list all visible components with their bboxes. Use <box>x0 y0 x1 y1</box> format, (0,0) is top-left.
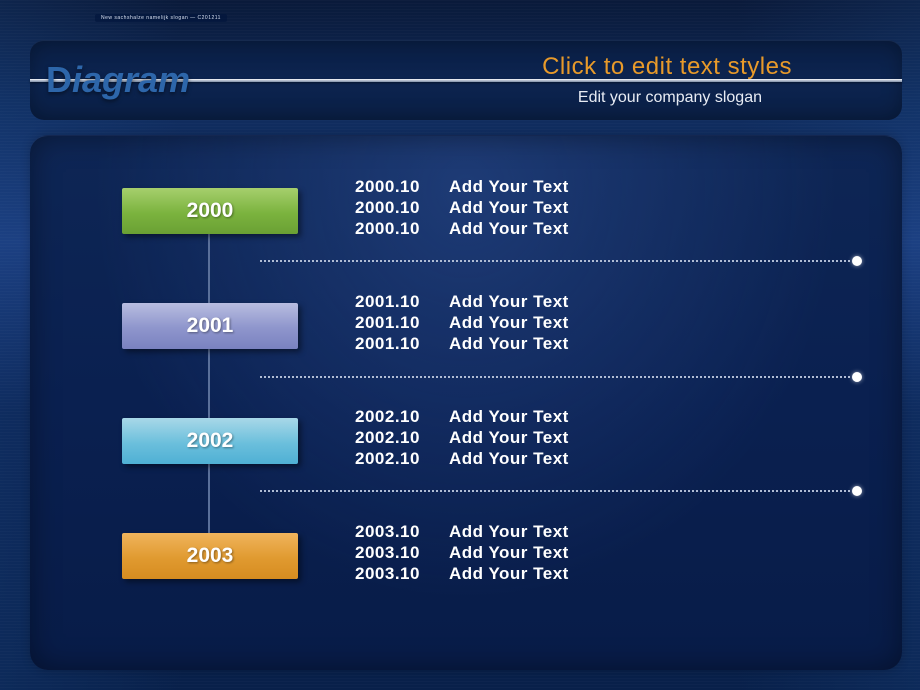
divider-dots <box>260 260 850 262</box>
item-text: Add Your Text <box>449 177 569 196</box>
section-divider <box>260 258 862 264</box>
timeline-item[interactable]: 2002.10Add Your Text <box>355 427 569 448</box>
page-title-first: D <box>46 59 72 100</box>
timeline-item[interactable]: 2000.10Add Your Text <box>355 218 569 239</box>
item-date: 2002.10 <box>355 406 449 427</box>
year-items-2001: 2001.10Add Your Text2001.10Add Your Text… <box>355 291 569 354</box>
timeline-item[interactable]: 2003.10Add Your Text <box>355 542 569 563</box>
year-items-2000: 2000.10Add Your Text2000.10Add Your Text… <box>355 176 569 239</box>
subtitle-primary[interactable]: Click to edit text styles <box>542 53 792 81</box>
top-strip: New sachshalze namelijk slogan — C201211 <box>95 14 227 22</box>
item-date: 2002.10 <box>355 448 449 469</box>
year-label: 2003 <box>187 544 234 568</box>
year-box-2000[interactable]: 2000 <box>122 188 298 234</box>
item-text: Add Your Text <box>449 564 569 583</box>
year-box-2003[interactable]: 2003 <box>122 533 298 579</box>
year-label: 2000 <box>187 199 234 223</box>
item-date: 2003.10 <box>355 542 449 563</box>
item-text: Add Your Text <box>449 522 569 541</box>
item-text: Add Your Text <box>449 449 569 468</box>
timeline-item[interactable]: 2002.10Add Your Text <box>355 406 569 427</box>
page-title-rest: iagram <box>72 59 190 100</box>
year-items-2002: 2002.10Add Your Text2002.10Add Your Text… <box>355 406 569 469</box>
item-text: Add Your Text <box>449 292 569 311</box>
item-date: 2003.10 <box>355 521 449 542</box>
page-title[interactable]: Diagram <box>46 59 190 101</box>
section-divider <box>260 488 862 494</box>
item-text: Add Your Text <box>449 313 569 332</box>
divider-cap-icon <box>852 486 862 496</box>
section-divider <box>260 374 862 380</box>
item-date: 2003.10 <box>355 563 449 584</box>
item-date: 2000.10 <box>355 197 449 218</box>
timeline-item[interactable]: 2003.10Add Your Text <box>355 563 569 584</box>
subtitle-secondary[interactable]: Edit your company slogan <box>578 89 762 107</box>
timeline-item[interactable]: 2003.10Add Your Text <box>355 521 569 542</box>
item-text: Add Your Text <box>449 219 569 238</box>
year-label: 2001 <box>187 314 234 338</box>
item-date: 2000.10 <box>355 218 449 239</box>
item-date: 2001.10 <box>355 333 449 354</box>
divider-dots <box>260 490 850 492</box>
year-box-2001[interactable]: 2001 <box>122 303 298 349</box>
item-date: 2001.10 <box>355 312 449 333</box>
item-text: Add Your Text <box>449 407 569 426</box>
timeline-item[interactable]: 2001.10Add Your Text <box>355 312 569 333</box>
timeline-connector <box>208 222 210 550</box>
item-text: Add Your Text <box>449 334 569 353</box>
timeline-item[interactable]: 2001.10Add Your Text <box>355 333 569 354</box>
item-text: Add Your Text <box>449 428 569 447</box>
year-label: 2002 <box>187 429 234 453</box>
year-items-2003: 2003.10Add Your Text2003.10Add Your Text… <box>355 521 569 584</box>
timeline-item[interactable]: 2002.10Add Your Text <box>355 448 569 469</box>
item-date: 2001.10 <box>355 291 449 312</box>
item-text: Add Your Text <box>449 543 569 562</box>
content-panel: 20002000.10Add Your Text2000.10Add Your … <box>30 135 902 670</box>
header-bar: Diagram Click to edit text styles Edit y… <box>30 40 902 120</box>
item-date: 2000.10 <box>355 176 449 197</box>
timeline-item[interactable]: 2000.10Add Your Text <box>355 176 569 197</box>
timeline-item[interactable]: 2000.10Add Your Text <box>355 197 569 218</box>
timeline-item[interactable]: 2001.10Add Your Text <box>355 291 569 312</box>
year-box-2002[interactable]: 2002 <box>122 418 298 464</box>
divider-cap-icon <box>852 372 862 382</box>
item-text: Add Your Text <box>449 198 569 217</box>
divider-cap-icon <box>852 256 862 266</box>
item-date: 2002.10 <box>355 427 449 448</box>
divider-dots <box>260 376 850 378</box>
